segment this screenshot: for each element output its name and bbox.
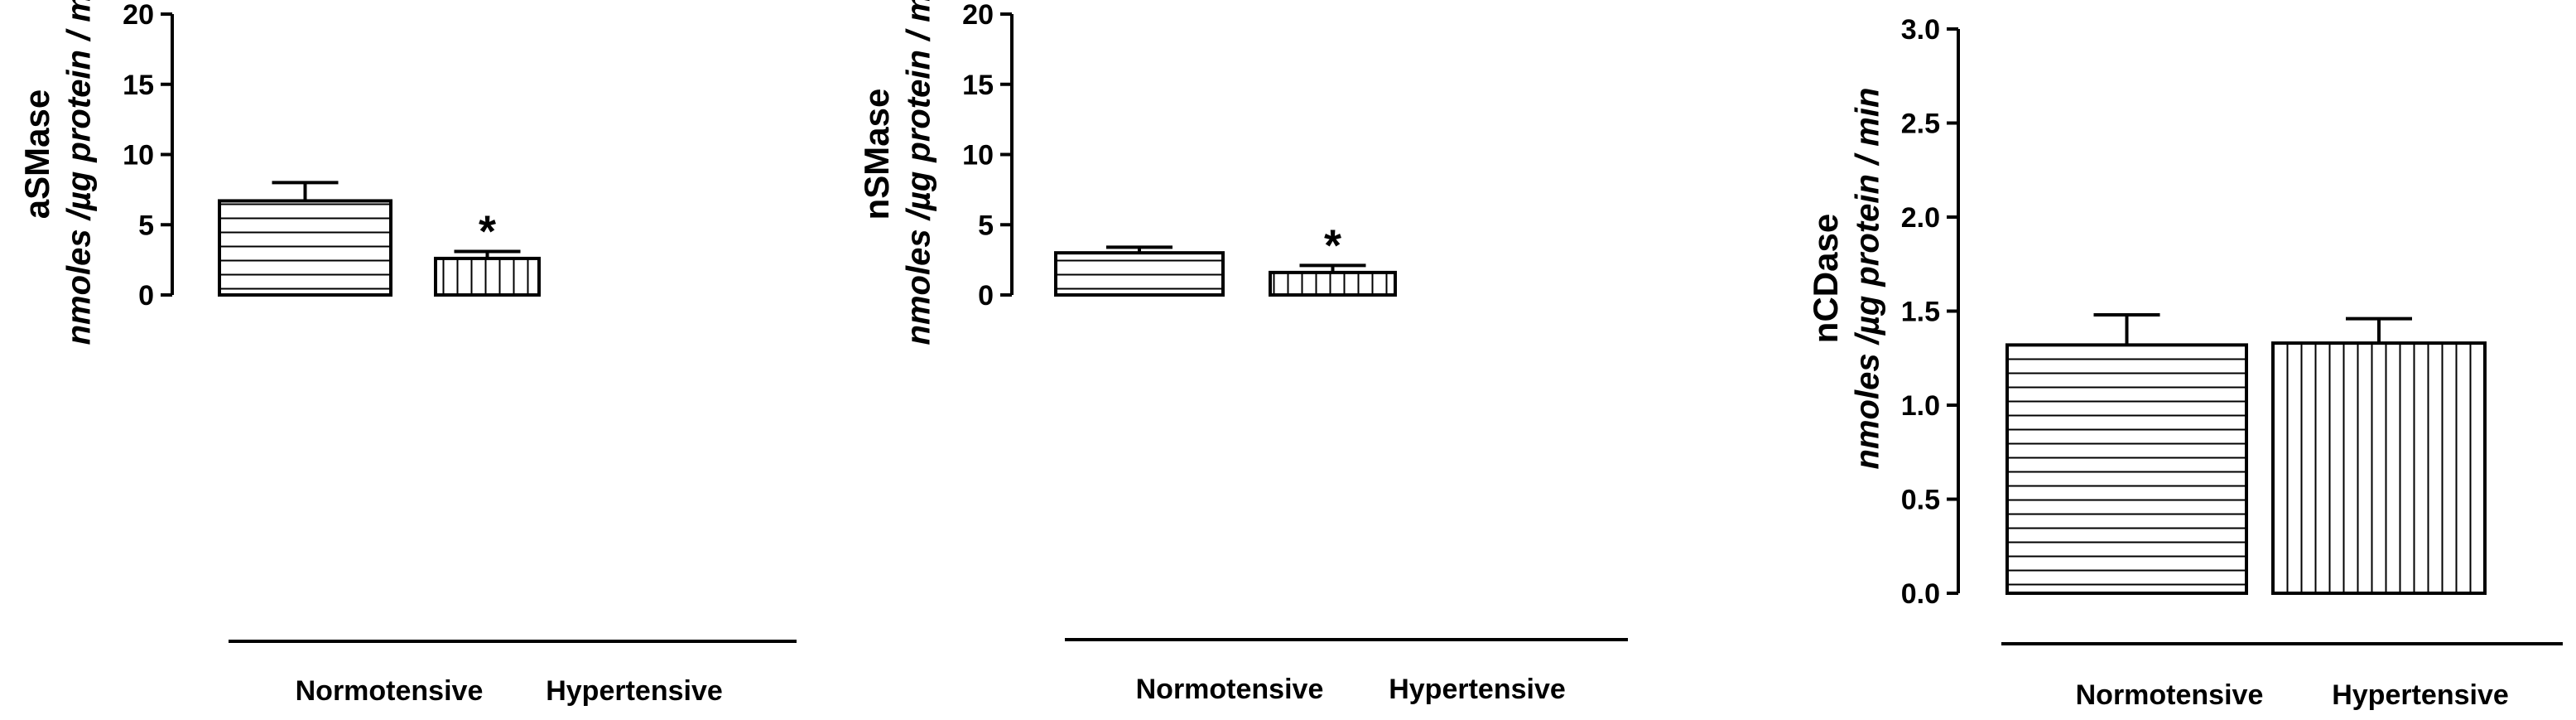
bar-normotensive bbox=[218, 199, 392, 297]
chart-panel-ncdase: 0.0 0.5 1.0 1.5 2.0 2.5 3.0 nCDase nmoles /µg pr… bbox=[1806, 14, 2563, 711]
x-category-label: Hypertensive bbox=[546, 675, 723, 707]
x-category-label: Hypertensive bbox=[2332, 679, 2509, 711]
y-tick-label: 1.5 bbox=[1901, 297, 1940, 328]
bar-hypertensive bbox=[434, 256, 541, 297]
y-tick-label: 20 bbox=[123, 0, 154, 31]
y-tick-label: 2.0 bbox=[1901, 202, 1940, 234]
y-tick-label: 0.0 bbox=[1901, 578, 1940, 610]
y-tick-label: 5 bbox=[138, 210, 154, 241]
bar-normotensive bbox=[2005, 343, 2248, 595]
y-tick-label: 5 bbox=[978, 210, 994, 241]
y-tick-label: 15 bbox=[962, 70, 994, 101]
y-tick-label: 10 bbox=[123, 140, 154, 172]
y-axis-unit-label: nmoles /µg protein / min bbox=[901, 0, 937, 345]
y-tick-label: 0 bbox=[138, 280, 154, 312]
bar-hypertensive bbox=[1269, 270, 1397, 297]
y-axis-label: nCDase bbox=[1806, 214, 1845, 343]
y-axis-unit-label: nmoles /µg protein / min bbox=[61, 0, 98, 345]
y-axis-label: aSMase bbox=[17, 89, 56, 219]
y-tick-label: 2.5 bbox=[1901, 109, 1940, 140]
y-tick-label: 3.0 bbox=[1901, 14, 1940, 46]
y-axis-label: nSMase bbox=[857, 89, 896, 220]
x-category-label: Hypertensive bbox=[1389, 674, 1566, 705]
significance-marker: * bbox=[1324, 220, 1341, 270]
significance-marker: * bbox=[479, 206, 496, 256]
y-tick-label: 15 bbox=[123, 70, 154, 101]
x-category-label: Normotensive bbox=[296, 675, 484, 707]
chart-panel-nsmase: 0 5 10 15 20 nSMase nmoles /µg protein / min No… bbox=[857, 0, 1628, 705]
bar-normotensive bbox=[1054, 251, 1225, 297]
y-tick-label: 1.0 bbox=[1901, 390, 1940, 422]
y-tick-label: 20 bbox=[962, 0, 994, 31]
x-category-label: Normotensive bbox=[2076, 679, 2264, 711]
bar-hypertensive bbox=[2271, 341, 2487, 595]
y-tick-label: 10 bbox=[962, 140, 994, 172]
x-category-label: Normotensive bbox=[1136, 674, 1324, 705]
y-tick-label: 0.5 bbox=[1901, 485, 1940, 516]
y-tick-label: 0 bbox=[978, 280, 994, 312]
y-axis-unit-label: nmoles /µg protein / min bbox=[1850, 88, 1886, 470]
chart-panel-asmase: 0 5 10 15 20 aSMase nmoles /µg protein / min No… bbox=[17, 0, 797, 707]
